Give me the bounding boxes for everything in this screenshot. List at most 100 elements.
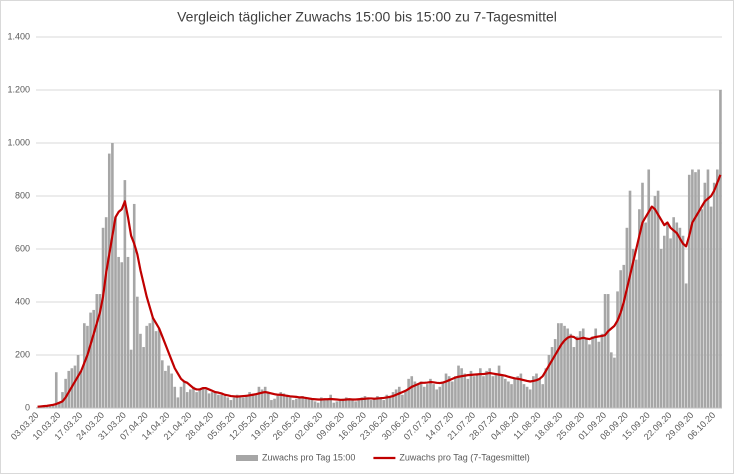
bar — [407, 378, 410, 408]
line — [37, 174, 722, 408]
bar — [238, 396, 242, 408]
bar — [79, 370, 83, 408]
bar — [475, 373, 479, 408]
bar — [148, 323, 152, 408]
bar — [192, 386, 195, 408]
bar — [413, 381, 417, 408]
bar — [663, 235, 666, 408]
bar — [419, 381, 423, 408]
bar — [638, 209, 641, 408]
bar — [656, 190, 660, 408]
bar — [678, 227, 682, 408]
bar — [310, 400, 314, 408]
bar — [245, 394, 248, 408]
chart-title: Vergleich täglicher Zuwachs 15:00 bis 15… — [177, 9, 557, 25]
bar — [210, 392, 214, 408]
bar — [479, 368, 482, 408]
bar — [273, 398, 276, 408]
bar — [634, 259, 638, 408]
bar — [76, 355, 80, 408]
y-tick-label: 1.000 — [7, 137, 30, 147]
bar — [132, 203, 136, 408]
y-tick-label: 400 — [15, 296, 30, 306]
bar — [291, 400, 295, 408]
bar — [572, 347, 576, 408]
bar — [204, 389, 208, 408]
y-tick-label: 1.400 — [7, 31, 30, 41]
bar — [719, 90, 722, 408]
bar — [703, 182, 707, 408]
bar — [232, 397, 236, 408]
bar — [282, 393, 286, 408]
bar — [466, 378, 470, 408]
bar — [213, 392, 217, 408]
bar — [373, 398, 376, 408]
bar — [154, 331, 158, 408]
legend-label: Zuwachs pro Tag 15:00 — [262, 452, 355, 462]
bar — [650, 209, 654, 408]
bar — [298, 397, 301, 408]
bar — [54, 372, 58, 408]
bar — [687, 174, 691, 408]
bar — [263, 386, 267, 408]
bar — [266, 392, 270, 408]
bar — [251, 394, 255, 408]
bar — [248, 392, 251, 408]
bar — [522, 384, 526, 408]
bar — [631, 249, 635, 408]
bar — [675, 222, 679, 408]
bar — [659, 249, 663, 408]
bar — [581, 328, 585, 408]
bar — [139, 333, 142, 408]
bar — [410, 376, 414, 408]
bar — [160, 360, 164, 408]
bar — [591, 336, 594, 408]
bar — [285, 394, 289, 408]
bar — [500, 376, 504, 408]
bar — [195, 392, 198, 408]
bar — [217, 394, 220, 408]
bar — [388, 397, 392, 408]
legend-label: Zuwachs pro Tag (7-Tagesmittel) — [399, 452, 529, 462]
bar — [472, 376, 476, 408]
bar — [366, 397, 370, 408]
bar — [276, 396, 279, 408]
y-tick-label: 800 — [15, 190, 30, 200]
bar — [426, 384, 429, 408]
bar — [525, 386, 529, 408]
bar — [58, 402, 61, 408]
bar — [575, 336, 579, 408]
bar — [432, 384, 435, 408]
bar — [681, 235, 685, 408]
bar — [348, 400, 351, 408]
bar — [316, 402, 320, 408]
bar — [382, 400, 385, 408]
bar — [92, 309, 95, 408]
bar — [73, 365, 77, 408]
bar — [556, 323, 560, 408]
bar — [136, 296, 139, 408]
bar — [111, 143, 114, 408]
bar — [653, 196, 657, 408]
bar — [641, 182, 644, 408]
bar — [64, 378, 67, 408]
bar — [260, 389, 264, 408]
bar — [323, 398, 326, 408]
bar — [488, 368, 492, 408]
bar — [335, 401, 339, 408]
bar — [344, 397, 348, 408]
bar — [606, 294, 610, 408]
bar — [145, 325, 149, 408]
bar — [691, 169, 694, 408]
bar — [553, 339, 557, 408]
bar — [482, 376, 485, 408]
bar — [157, 328, 161, 408]
bar — [435, 389, 438, 408]
bar — [684, 283, 688, 408]
bar — [235, 394, 239, 408]
bar — [669, 238, 672, 408]
bar — [578, 331, 582, 408]
bar — [700, 209, 704, 408]
bar — [354, 401, 357, 408]
bar — [223, 396, 226, 408]
